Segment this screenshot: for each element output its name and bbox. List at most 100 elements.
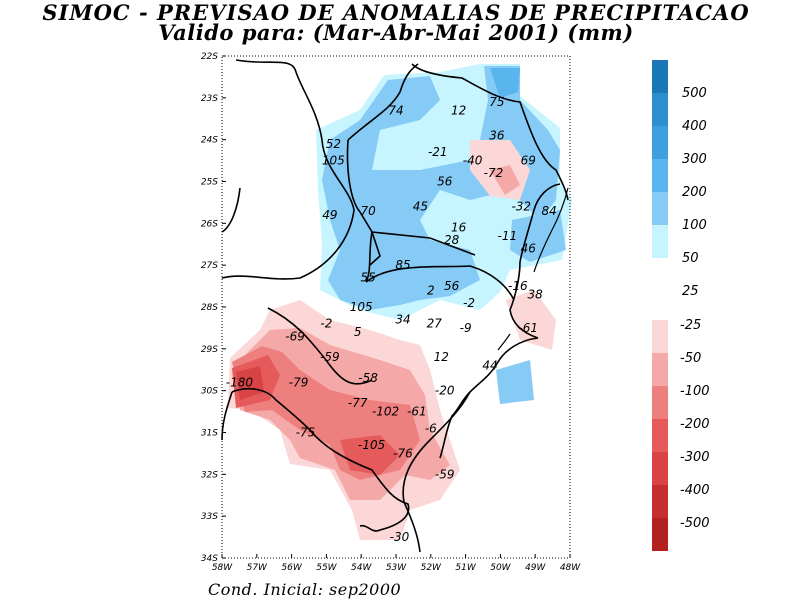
lat-label: 34S [201, 554, 218, 564]
colorbar-segment-positive [652, 225, 668, 258]
initial-condition-footer: Cond. Inicial: sep2000 [208, 580, 402, 599]
lat-label: 28S [201, 303, 218, 313]
anomaly-value: 55 [361, 271, 376, 285]
anomaly-value: -11 [498, 229, 518, 243]
anomaly-value: -105 [358, 438, 385, 452]
colorbar-segment-positive [652, 126, 668, 159]
anomaly-value: 16 [451, 221, 467, 235]
colorbar-label: -25 [680, 318, 701, 333]
colorbar-label: 25 [682, 284, 699, 299]
colorbar-label: -100 [680, 384, 710, 399]
colorbar-segment-negative [652, 353, 668, 386]
anomaly-value: 85 [395, 258, 410, 272]
lat-label: 26S [201, 219, 218, 229]
anomaly-value: -180 [226, 375, 254, 389]
lon-label: 48W [560, 563, 581, 573]
coastline [497, 187, 569, 351]
lat-label: 22S [201, 52, 218, 62]
lat-label: 25S [201, 178, 218, 188]
colorbar-segment-positive [652, 60, 668, 93]
colorbar-segment-positive [652, 192, 668, 225]
lon-label: 55W [316, 563, 337, 573]
anomaly-value: 56 [437, 175, 453, 189]
lon-label: 54W [351, 563, 372, 573]
anomaly-value: -40 [463, 154, 483, 168]
anomaly-value: 69 [521, 154, 536, 168]
anomaly-value: 46 [521, 241, 537, 255]
latitude-labels: 22S 23S 24S 25S 26S 27S 28S 29S 30S 31S 32S 33S 34S [201, 52, 226, 564]
anomaly-value: 38 [528, 287, 544, 301]
longitude-labels: 58W 57W 56W 55W 54W 53W 52W 51W 50W 49W 48W [212, 554, 581, 573]
colorbar-label: -400 [680, 483, 710, 498]
anomaly-value: -76 [393, 446, 413, 460]
anomaly-value: -32 [511, 200, 531, 214]
anomaly-value: -72 [484, 166, 504, 180]
anomaly-value: -9 [460, 321, 472, 335]
lat-label: 23S [201, 94, 218, 104]
anomaly-value: 105 [350, 300, 373, 314]
lon-label: 50W [490, 563, 511, 573]
lat-label: 27S [201, 261, 218, 271]
colorbar-label: 50 [682, 251, 699, 266]
anomaly-value: -59 [320, 350, 340, 364]
lat-label: 32S [201, 470, 218, 480]
anomaly-value: -59 [435, 467, 455, 481]
map-title: SIMOC - PREVISAO DE ANOMALIAS DE PRECIPI… [42, 0, 750, 25]
lon-label: 57W [247, 563, 268, 573]
anomaly-value: 36 [489, 128, 505, 142]
anomaly-value: 70 [361, 204, 377, 218]
anomaly-value: 84 [541, 204, 556, 218]
anomaly-value: -16 [508, 279, 528, 293]
anomaly-value: -69 [285, 329, 305, 343]
colorbar-segment-negative [652, 452, 668, 485]
anomaly-value: 12 [451, 103, 466, 117]
colorbar-label: 100 [682, 218, 707, 233]
anomaly-value: -75 [296, 426, 316, 440]
anomaly-value: -30 [390, 530, 410, 544]
negative-fill-areas [228, 140, 556, 540]
anomaly-value: 2 [427, 283, 435, 297]
anomaly-value: 45 [413, 200, 428, 214]
lon-label: 56W [281, 563, 302, 573]
colorbar-label: -200 [680, 417, 710, 432]
political-boundaries [221, 59, 569, 553]
colorbar-label: 400 [682, 119, 707, 134]
colorbar-segment-negative [652, 485, 668, 518]
anomaly-value: 12 [434, 350, 449, 364]
anomaly-value: -77 [348, 396, 368, 410]
colorbar-segment-negative [652, 419, 668, 452]
colorbar-label: 500 [682, 86, 707, 101]
anomaly-value: -79 [289, 375, 309, 389]
lon-label: 58W [212, 563, 233, 573]
anomaly-value: 44 [482, 359, 497, 373]
anomaly-value: -58 [358, 371, 378, 385]
anomaly-value: -2 [463, 296, 475, 310]
colorbar-segment-negative [652, 518, 668, 551]
lon-label: 49W [525, 563, 546, 573]
lat-label: 30S [201, 387, 218, 397]
anomaly-value: -21 [428, 145, 448, 159]
anomaly-value: 34 [395, 313, 410, 327]
anomaly-value: -61 [407, 405, 427, 419]
anomaly-value: 5 [354, 325, 362, 339]
colorbar-label: -300 [680, 450, 710, 465]
anomaly-value: -20 [435, 384, 455, 398]
colorbar-segment-negative [652, 320, 668, 353]
anomaly-value: -102 [372, 405, 399, 419]
anomaly-value: 27 [427, 317, 443, 331]
lon-label: 52W [421, 563, 442, 573]
colorbar-segment-positive [652, 159, 668, 192]
anomaly-value: -61 [518, 321, 538, 335]
colorbar-label: 200 [682, 185, 707, 200]
colorbar-label: -500 [680, 516, 710, 531]
anomaly-value: 74 [388, 103, 403, 117]
anomaly-value: -2 [320, 317, 332, 331]
lat-label: 31S [201, 429, 218, 439]
anomaly-value: 75 [489, 95, 504, 109]
colorbar-label: 300 [682, 152, 707, 167]
colorbar: 500 400 300 200 100 50 25 -25 -50 -100 -200 -300 -40… [652, 60, 710, 551]
anomaly-value: 56 [444, 279, 460, 293]
lat-label: 29S [201, 345, 218, 355]
